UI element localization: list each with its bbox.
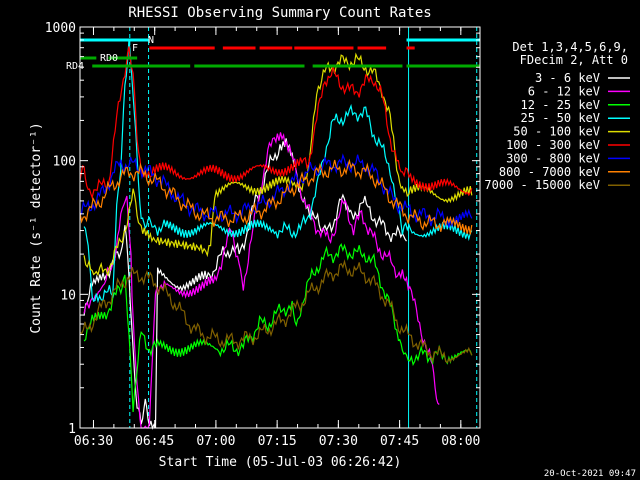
y-tick-label: 100 [53,155,76,170]
x-tick-label: 07:30 [319,434,358,449]
y-tick-label: 10 [60,288,76,303]
timestamp: 20-Oct-2021 09:47 [544,469,636,479]
legend-entry-label: 6 - 12 keV [528,84,600,98]
legend-entry-label: 300 - 800 keV [506,151,600,165]
series-line-3-6-kev [83,138,407,430]
annotation-rd4: RD4 [66,61,84,72]
x-tick-label: 06:30 [74,434,113,449]
x-tick-label: 08:00 [441,434,480,449]
series-line-300-800-kev [79,153,473,228]
series-line-12-25-kev [83,243,473,413]
legend-entry-label: 800 - 7000 keV [499,165,600,179]
annotation-rd0: RD0 [100,53,118,64]
legend-entry-label: 3 - 6 keV [535,71,600,85]
annotation-f: F [132,43,138,54]
series-line-800-7000-kev [79,158,473,235]
legend-header: FDecim 2, Att 0 [520,53,628,67]
legend-header: Det 1,3,4,5,6,9, [512,40,628,54]
plot-frame [79,26,481,429]
legend-entry-label: 12 - 25 keV [521,98,600,112]
legend-entry-label: 50 - 100 keV [513,125,600,139]
y-axis-label: Count Rate (s⁻¹ detector⁻¹) [29,122,44,333]
plot-area: N RD0 RD4 F 1 10 100 1000 06:30 06:45 07:00 07:15 07… [45,21,630,449]
x-tick-label: 07:45 [380,434,419,449]
x-axis-label: Start Time (05-Jul-03 06:26:42) [159,455,402,470]
legend-entry-label: 7000 - 15000 keV [484,178,600,192]
series-line-7000-15000-kev [79,259,473,364]
x-tick-label: 07:15 [258,434,297,449]
x-tick-label: 06:45 [135,434,174,449]
chart-title: RHESSI Observing Summary Count Rates [128,5,431,21]
series-line-50-100-kev [83,52,473,277]
annotation-n: N [148,35,154,46]
legend-entry-label: 25 - 50 keV [521,111,600,125]
y-tick-label: 1 [68,422,76,437]
series-line-25-50-kev [83,39,473,304]
x-tick-label: 07:00 [196,434,235,449]
y-tick-label: 1000 [45,21,76,36]
legend-entry-label: 100 - 300 keV [506,138,600,152]
